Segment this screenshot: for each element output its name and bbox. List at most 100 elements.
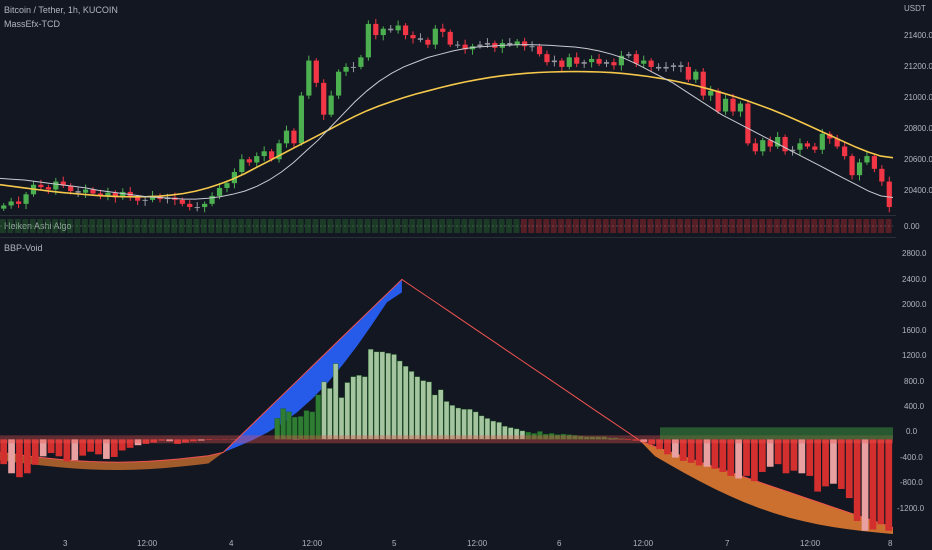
candle-body [864,156,870,163]
osc-bar-negative [110,439,118,457]
heiken-ashi-strip [0,219,893,233]
heiken-ashi-bar [654,219,661,233]
heiken-ashi-bar [178,219,185,233]
osc-bar-negative [134,439,142,446]
candle-body [574,57,580,64]
osc-bar-negative [182,439,189,443]
time-axis[interactable]: 3 12:00 4 12:00 5 12:00 6 12:00 7 12:00 … [0,536,896,550]
osc-bar-negative [664,439,671,455]
osc-bar-negative [39,439,47,457]
heiken-ashi-bar [498,219,505,233]
osc-bar-negative [16,439,23,478]
time-tick: 12:00 [633,539,654,548]
heiken-ashi-bar [818,219,825,233]
heiken-ashi-bar [148,219,155,233]
time-tick: 7 [725,539,730,548]
candle-body [75,191,81,193]
osc-bar-positive [583,436,590,440]
candle-body [440,28,446,32]
candle-body [365,23,371,58]
price-axis[interactable]: USDT 21400.0 21200.0 21000.0 20800.0 206… [896,0,932,536]
time-tick: 12:00 [302,539,323,548]
pane-separator[interactable] [0,237,932,238]
moving-average-lines [0,44,894,200]
heiken-ashi-bar [200,219,207,233]
candle-body [60,181,66,186]
heiken-ashi-bar [573,219,579,233]
candle-body [328,95,334,115]
candle-body [670,65,677,67]
candle-body [269,151,275,160]
heiken-ashi-bar [193,219,200,233]
osc-bar-negative [743,439,750,476]
price-tick: 20600.0 [904,155,932,164]
heiken-ashi-bar [506,219,512,233]
heiken-ashi-bar [453,219,460,233]
osc-bar-negative [126,439,134,448]
heiken-ashi-bar [714,219,721,233]
candle-body [611,62,617,66]
heiken-ashi-bar [52,219,59,233]
heiken-ashi-bar [803,219,810,233]
osc-bar-negative [782,439,790,474]
candle-body [254,156,260,163]
candle-body [425,39,431,45]
osc-bar-positive [455,407,461,440]
osc-bar-positive [432,394,438,440]
osc-bar-negative [189,439,197,442]
indicator-bbp-void[interactable]: BBP-Void [4,243,43,253]
osc-bar-positive [420,380,426,440]
candle-body [90,189,96,194]
heiken-ashi-bar [863,219,870,233]
osc-bar-positive [315,394,321,440]
heiken-ashi-bar [699,219,706,233]
osc-bar-positive [531,433,537,440]
osc-bar-negative [71,439,79,461]
heiken-ashi-bar [401,219,408,233]
heiken-ashi-bar [208,219,215,233]
heiken-ashi-bar [282,219,289,233]
osc-bar-negative [8,439,15,474]
candle-body [187,203,193,208]
heiken-ashi-bar [625,219,632,233]
osc-bar-negative [63,439,71,462]
osc-bar-positive [595,436,601,440]
heiken-ashi-bar [826,219,832,233]
osc-bar-negative [648,439,656,445]
heiken-ashi-bar [0,219,6,233]
heiken-ashi-bar [44,219,51,233]
indicator-masseFx[interactable]: MassEfx-TCD [4,19,60,29]
candle-body [105,192,111,196]
candle-body [380,28,386,36]
cloud-orange [640,440,893,534]
osc-bar-negative [877,439,885,525]
heiken-ashi-bar [290,219,297,233]
heiken-ashi-bar [788,219,795,233]
heiken-ashi-bar [394,219,401,233]
candle-body [358,57,364,67]
mid-tick: 0.00 [904,222,920,231]
candle-body [641,60,647,64]
heiken-ashi-bar [253,219,259,233]
candle-body [402,25,409,36]
heiken-ashi-bar [141,219,148,233]
heiken-ashi-bar [543,219,550,233]
osc-bar-negative [790,439,798,471]
osc-bar-negative [703,439,711,467]
candle-body [589,58,595,63]
heiken-ashi-bar [267,219,274,233]
osc-bar-negative [822,439,829,487]
candle-body [507,43,513,45]
candle-body [410,35,416,39]
price-tick: 21000.0 [904,93,932,102]
osc-bar-negative [87,439,94,452]
candle-body [283,130,290,144]
osc-tick: -800.0 [900,478,923,487]
heiken-ashi-bar [684,219,691,233]
pane-separator[interactable] [0,215,932,216]
heiken-ashi-bar [223,219,230,233]
candle-body [97,193,104,196]
osc-bar-negative [656,439,663,450]
heiken-ashi-bar [89,219,96,233]
